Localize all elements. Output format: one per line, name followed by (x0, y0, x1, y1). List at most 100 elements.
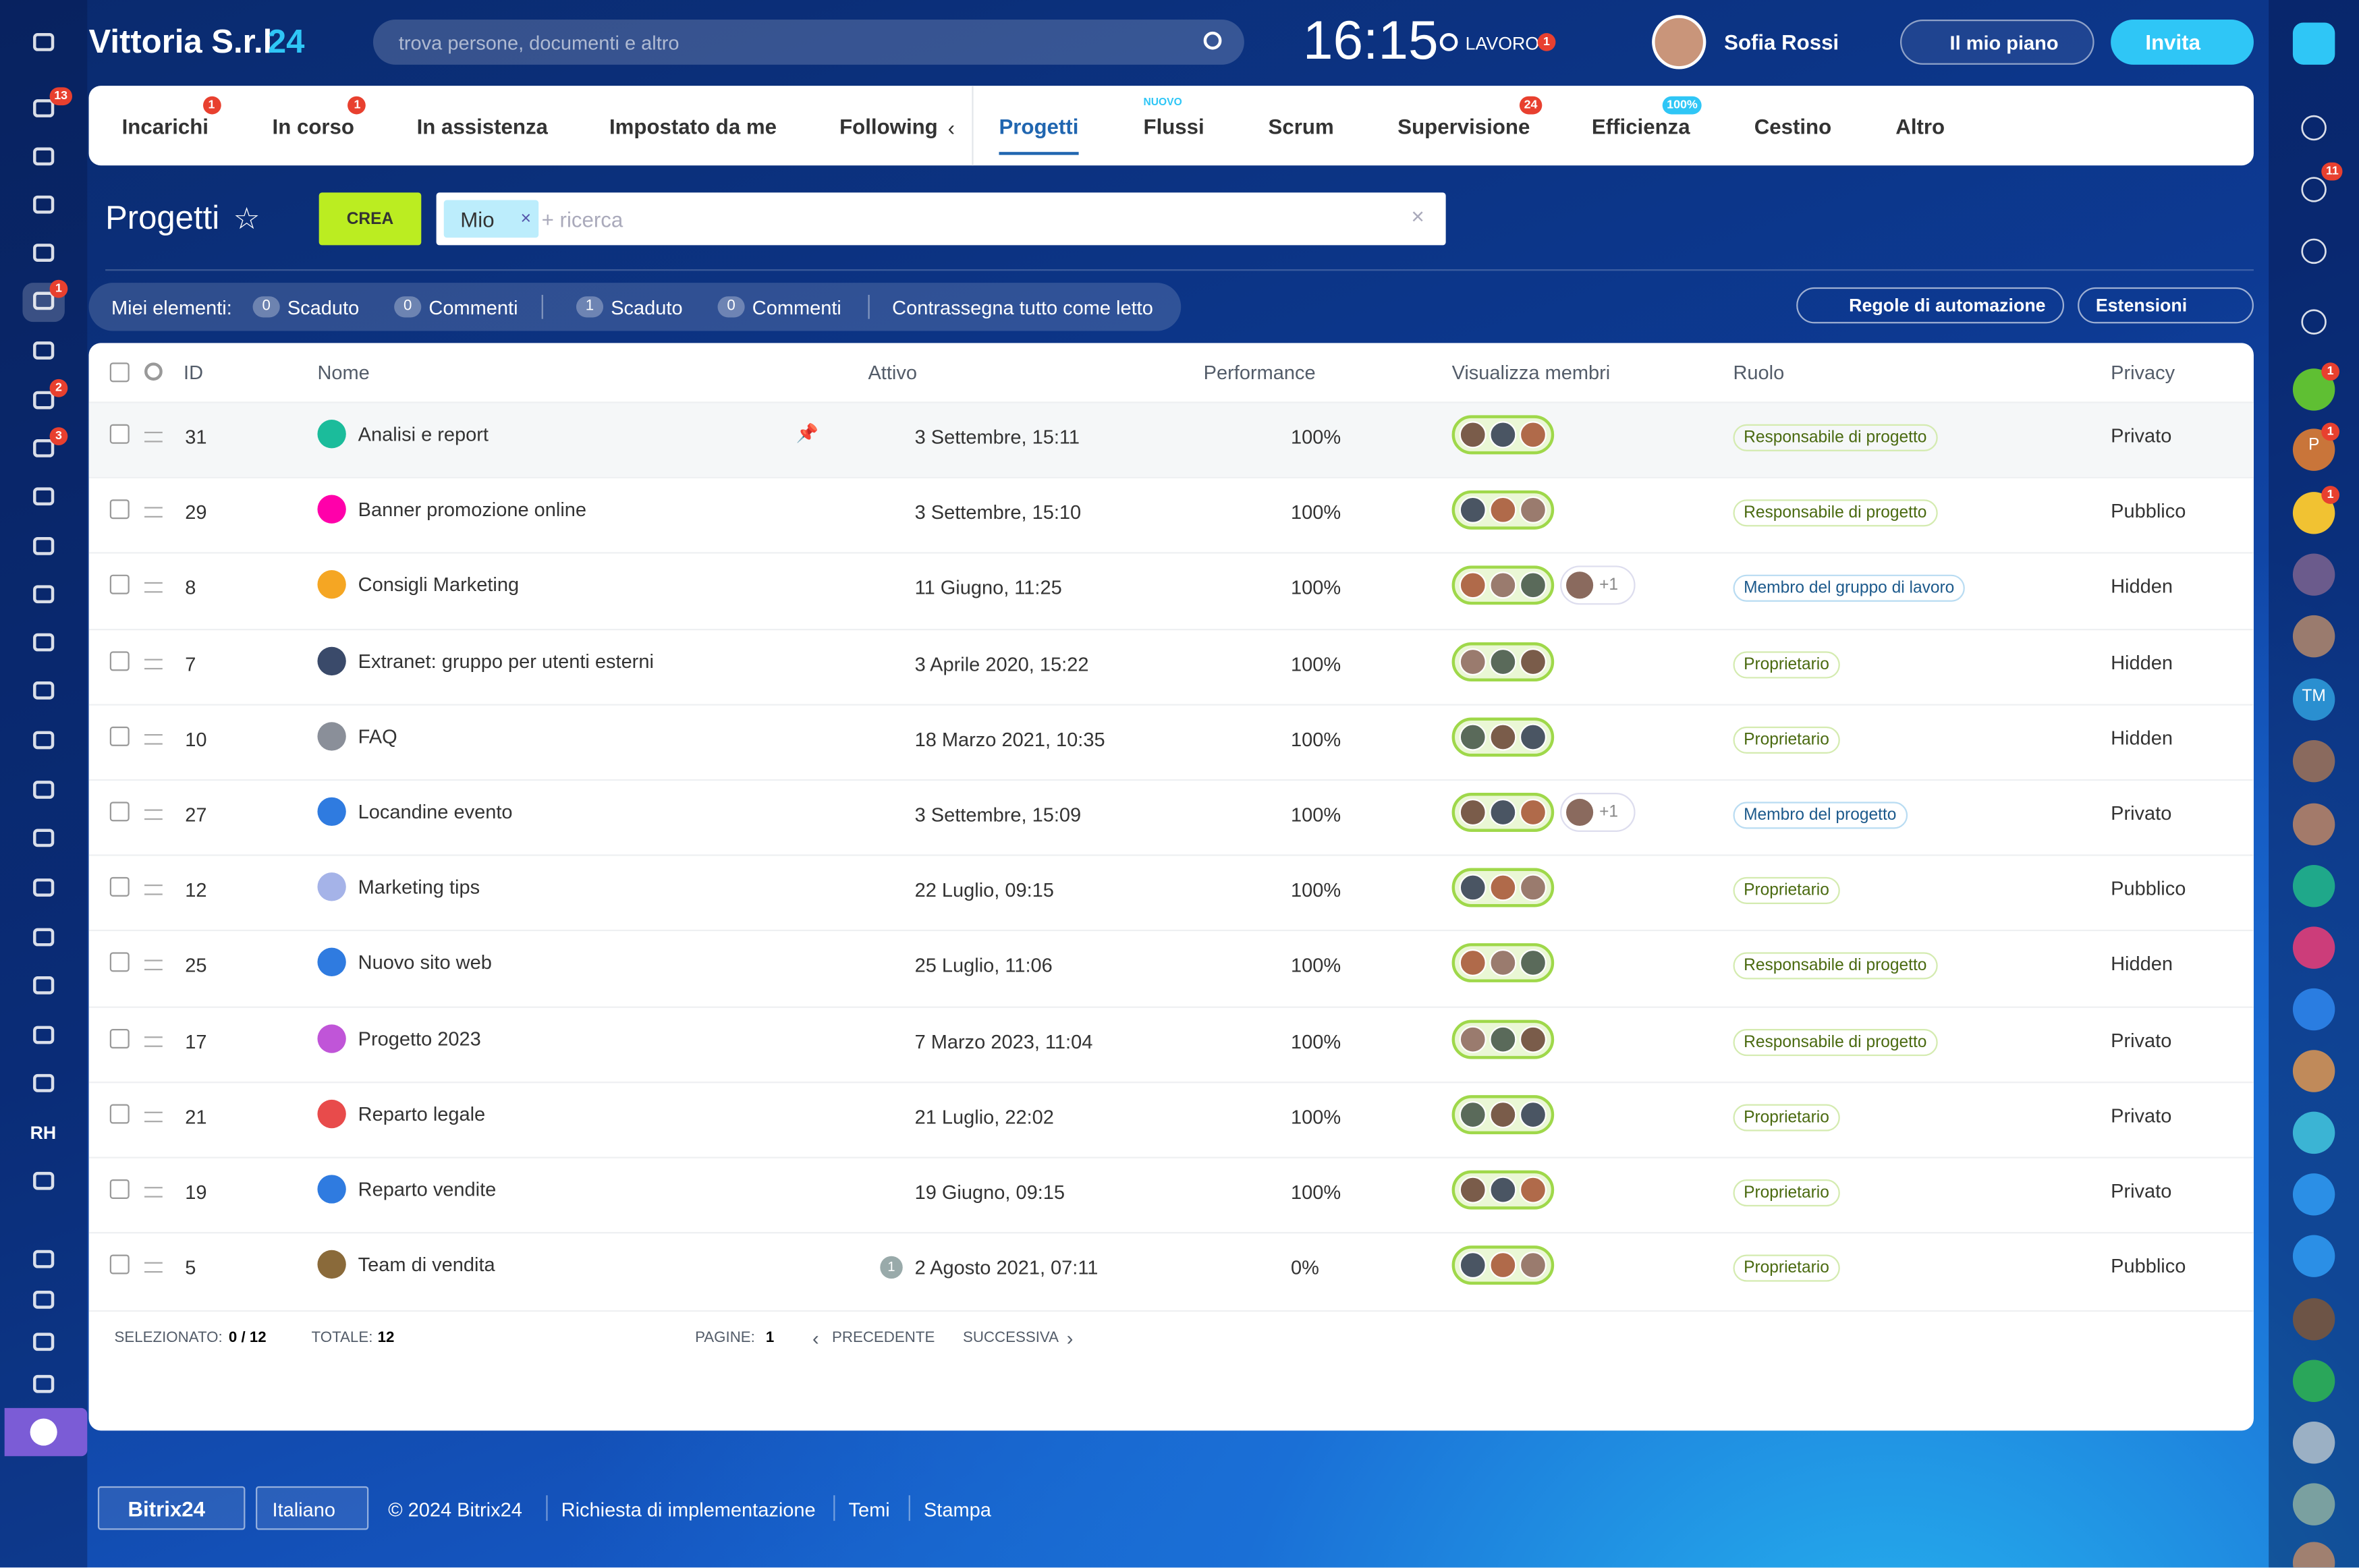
project-name[interactable]: Team di vendita (358, 1253, 495, 1277)
nav-icon[interactable] (33, 1250, 55, 1268)
project-name[interactable]: Locandine evento (358, 800, 513, 823)
project-name[interactable]: Consigli Marketing (358, 573, 520, 596)
members-pill[interactable] (1451, 1245, 1555, 1285)
row-checkbox[interactable] (109, 1028, 130, 1048)
right-icon[interactable] (2292, 1298, 2335, 1341)
members-pill[interactable] (1451, 415, 1555, 455)
row-checkbox[interactable] (109, 1104, 130, 1124)
nav-icon[interactable] (33, 1333, 55, 1351)
members-pill[interactable] (1451, 1170, 1555, 1210)
right-icon[interactable] (2292, 22, 2335, 65)
pager-text[interactable]: PRECEDENTE (831, 1330, 935, 1347)
counter-item[interactable]: Scaduto (287, 296, 360, 319)
prev-arrow[interactable]: ‹ (812, 1327, 819, 1350)
row-checkbox[interactable] (109, 1254, 130, 1275)
nav-icon[interactable] (33, 633, 55, 652)
row-checkbox[interactable] (109, 575, 130, 595)
members-extra[interactable]: +1 (1560, 792, 1636, 832)
tab[interactable]: Scrum (1268, 114, 1334, 139)
right-icon[interactable] (2292, 1235, 2335, 1277)
row-checkbox[interactable] (109, 802, 130, 822)
right-icon[interactable] (2292, 1111, 2335, 1154)
members-pill[interactable] (1451, 1019, 1555, 1059)
nav-icon[interactable] (33, 681, 55, 700)
tab[interactable]: Flussi NUOVO (1143, 97, 1204, 139)
nav-icon[interactable] (33, 878, 55, 897)
project-name[interactable]: Reparto legale (358, 1102, 486, 1125)
column-header[interactable]: Ruolo (1733, 361, 1785, 384)
column-header[interactable]: Visualizza membri (1451, 361, 1611, 384)
right-icon[interactable] (2292, 803, 2335, 846)
table-row[interactable]: 7 Extranet: gruppo per utenti esterni 3 Ap… (88, 628, 2254, 703)
nav-icon[interactable] (33, 1290, 55, 1309)
nav-icon[interactable] (33, 1073, 55, 1092)
nav-icon[interactable] (33, 1374, 55, 1393)
tab[interactable]: Supervisione 24 (1397, 96, 1543, 138)
project-name[interactable]: Marketing tips (358, 876, 480, 899)
right-icon[interactable] (2292, 865, 2335, 907)
nav-icon[interactable] (33, 976, 55, 995)
project-name[interactable]: FAQ (358, 725, 397, 748)
right-icon[interactable] (2292, 1483, 2335, 1525)
row-checkbox[interactable] (109, 650, 130, 671)
column-header[interactable]: Nome (317, 361, 370, 384)
footer-link[interactable]: Stampa (923, 1498, 991, 1521)
tab[interactable]: Impostato da me (609, 114, 777, 139)
tab[interactable]: In corso 1 (273, 96, 366, 138)
row-checkbox[interactable] (109, 1179, 130, 1199)
nav-icon[interactable] (33, 291, 55, 310)
members-pill[interactable] (1451, 1094, 1555, 1134)
right-icon[interactable] (2301, 115, 2327, 141)
pager-text[interactable]: SUCCESSIVA (962, 1330, 1059, 1347)
nav-icon[interactable] (33, 536, 55, 555)
members-pill[interactable] (1451, 717, 1555, 757)
settings-icon[interactable] (144, 362, 163, 381)
nav-icon[interactable] (33, 928, 55, 947)
right-icon[interactable] (2292, 739, 2335, 783)
column-header[interactable]: Attivo (868, 361, 917, 384)
table-row[interactable]: 12 Marketing tips 22 Luglio, 09:15 100% Prop… (88, 854, 2254, 930)
right-icon[interactable] (2301, 238, 2327, 264)
table-row[interactable]: 27 Locandine evento 3 Settembre, 15:09 100%… (88, 779, 2254, 854)
filter-tag-remove[interactable]: × (520, 207, 532, 229)
invite-button[interactable]: Invita (2111, 19, 2254, 65)
row-checkbox[interactable] (109, 424, 130, 444)
tab[interactable]: Progetti (999, 114, 1079, 155)
tab[interactable]: In assistenza (416, 114, 548, 139)
row-checkbox[interactable] (109, 953, 130, 973)
next-arrow[interactable]: › (1066, 1327, 1074, 1350)
project-name[interactable]: Banner promozione online (358, 498, 587, 521)
tab[interactable]: Efficienza 100% (1592, 96, 1702, 138)
nav-icon[interactable] (33, 829, 55, 847)
star[interactable]: ☆ (233, 202, 260, 237)
right-icon[interactable] (2292, 1050, 2335, 1092)
members-pill[interactable] (1451, 792, 1555, 832)
nav-icon[interactable] (33, 33, 55, 51)
mark-all[interactable]: Contrassegna tutto come letto (892, 296, 1153, 319)
nav-icon[interactable] (33, 781, 55, 799)
members-pill[interactable] (1451, 642, 1555, 681)
brand-button[interactable]: Bitrix24 (97, 1486, 246, 1530)
table-row[interactable]: 8 Consigli Marketing 11 Giugno, 11:25 100% +… (88, 553, 2254, 627)
language-button[interactable]: Italiano (256, 1486, 369, 1530)
table-row[interactable]: 29 Banner promozione online 3 Settembre, 1… (88, 477, 2254, 552)
footer-link[interactable]: Temi (848, 1498, 890, 1521)
tab[interactable]: Altro (1895, 114, 1945, 139)
table-row[interactable]: 19 Reparto vendite 19 Giugno, 09:15 100% Pro… (88, 1156, 2254, 1232)
nav-icon[interactable] (33, 585, 55, 604)
project-name[interactable]: Progetto 2023 (358, 1026, 481, 1050)
search-box[interactable]: trova persone, documenti e altro (372, 19, 1244, 65)
nav-icon[interactable] (33, 341, 55, 360)
row-checkbox[interactable] (109, 726, 130, 746)
header-checkbox[interactable] (109, 362, 130, 383)
nav-icon[interactable] (33, 439, 55, 457)
right-icon[interactable] (2301, 309, 2327, 335)
table-row[interactable]: 17 Progetto 2023 7 Marzo 2023, 11:04 100% Re… (88, 1005, 2254, 1081)
right-icon[interactable] (2292, 988, 2335, 1031)
status[interactable]: LAVORO (1465, 33, 1540, 55)
right-icon[interactable] (2292, 1173, 2335, 1216)
column-header[interactable]: ID (184, 361, 203, 384)
automation-button[interactable]: Regole di automazione (1796, 287, 2065, 324)
project-name[interactable]: Reparto vendite (358, 1177, 497, 1201)
right-icon[interactable] (2292, 1421, 2335, 1464)
